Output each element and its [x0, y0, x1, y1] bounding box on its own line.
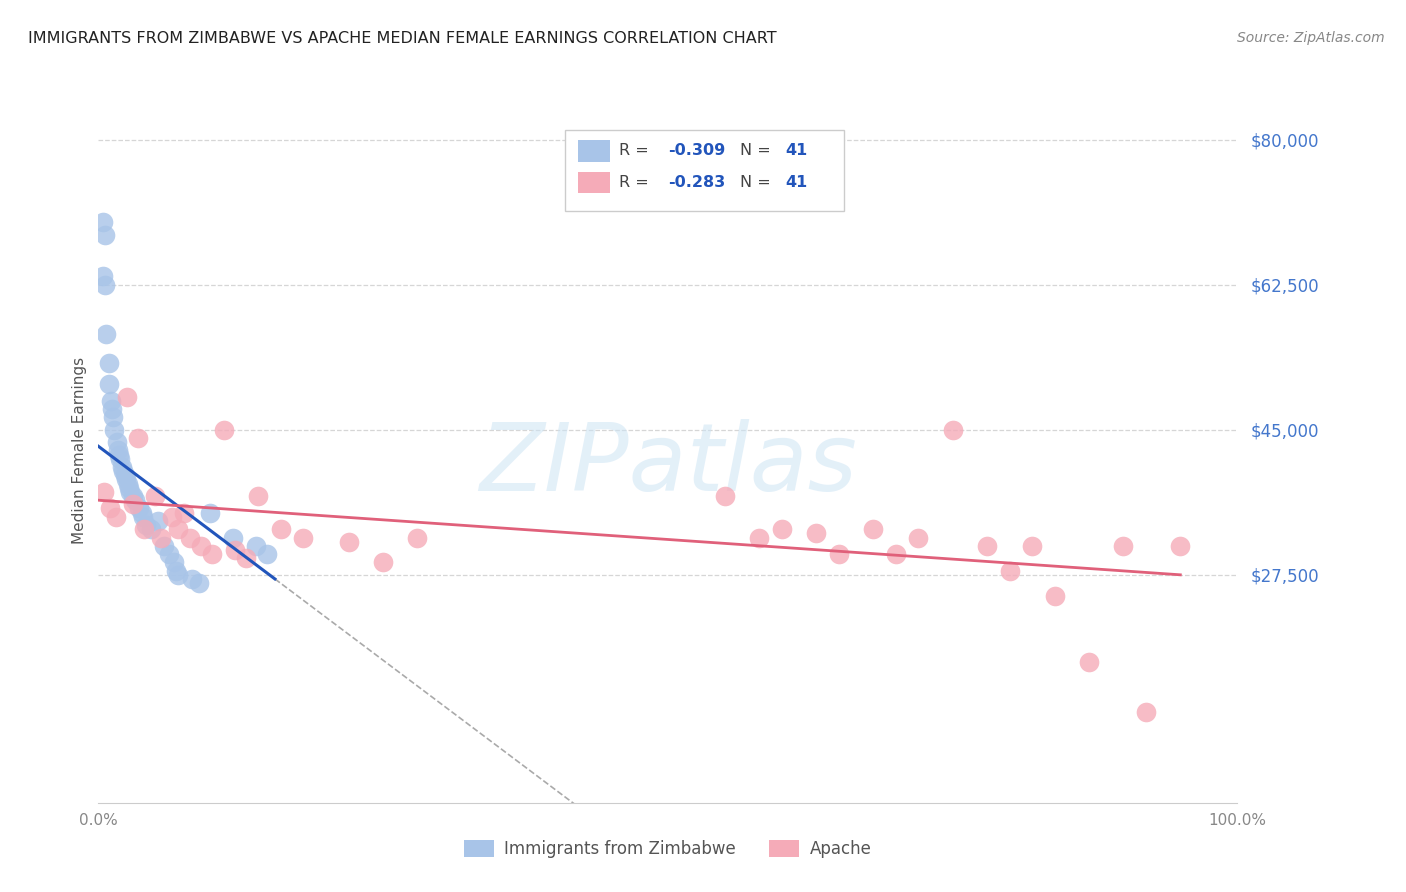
Point: [124, 493, 146, 508]
Point: [1078, 655, 1101, 669]
Bar: [578, 172, 610, 194]
Point: [998, 564, 1021, 578]
Point: [91, 215, 114, 229]
Text: R =: R =: [619, 144, 654, 159]
Point: [111, 460, 134, 475]
Point: [337, 534, 360, 549]
Point: [1021, 539, 1043, 553]
Point: [162, 555, 184, 569]
Point: [107, 443, 129, 458]
Text: N =: N =: [740, 144, 776, 159]
Point: [105, 435, 128, 450]
Point: [198, 506, 221, 520]
Point: [150, 531, 173, 545]
Point: [222, 531, 245, 545]
Point: [94, 277, 117, 292]
Point: [167, 567, 190, 582]
Text: N =: N =: [740, 175, 776, 190]
Point: [139, 522, 162, 536]
Point: [245, 539, 267, 553]
Point: [97, 377, 120, 392]
Point: [146, 514, 169, 528]
Text: R =: R =: [619, 175, 654, 190]
Point: [180, 572, 202, 586]
Point: [97, 356, 120, 370]
Point: [884, 547, 907, 561]
Point: [167, 522, 190, 536]
Text: -0.309: -0.309: [668, 144, 725, 159]
Point: [1135, 705, 1157, 719]
Point: [128, 501, 150, 516]
Point: [1170, 539, 1192, 553]
Point: [212, 423, 235, 437]
Point: [179, 531, 201, 545]
Point: [101, 402, 124, 417]
Point: [292, 531, 315, 545]
Point: [135, 518, 157, 533]
Y-axis label: Median Female Earnings: Median Female Earnings: [72, 357, 87, 544]
Point: [103, 423, 125, 437]
Point: [157, 547, 180, 561]
Text: IMMIGRANTS FROM ZIMBABWE VS APACHE MEDIAN FEMALE EARNINGS CORRELATION CHART: IMMIGRANTS FROM ZIMBABWE VS APACHE MEDIA…: [28, 31, 776, 46]
Point: [406, 531, 429, 545]
Point: [93, 484, 115, 499]
Point: [256, 547, 278, 561]
Point: [371, 555, 394, 569]
Point: [1112, 539, 1135, 553]
Point: [103, 410, 125, 425]
Point: [94, 227, 117, 242]
Text: 41: 41: [785, 175, 807, 190]
Point: [770, 522, 793, 536]
Point: [104, 509, 127, 524]
Point: [201, 547, 224, 561]
Point: [828, 547, 851, 561]
Point: [153, 539, 176, 553]
Point: [132, 509, 155, 524]
Point: [114, 468, 136, 483]
Point: [748, 531, 770, 545]
Point: [187, 576, 209, 591]
Point: [173, 506, 195, 520]
Point: [862, 522, 884, 536]
Text: 41: 41: [785, 144, 807, 159]
Point: [145, 489, 167, 503]
Point: [132, 522, 155, 536]
Point: [235, 551, 257, 566]
Point: [121, 489, 143, 503]
Point: [942, 423, 965, 437]
Point: [96, 327, 118, 342]
Text: Source: ZipAtlas.com: Source: ZipAtlas.com: [1237, 31, 1385, 45]
Point: [117, 476, 139, 491]
Point: [131, 506, 153, 520]
Legend: Immigrants from Zimbabwe, Apache: Immigrants from Zimbabwe, Apache: [458, 833, 877, 865]
Point: [100, 393, 122, 408]
Point: [112, 464, 135, 478]
FancyBboxPatch shape: [565, 130, 845, 211]
Point: [224, 543, 246, 558]
Point: [907, 531, 929, 545]
Point: [108, 448, 131, 462]
Point: [91, 269, 114, 284]
Point: [127, 431, 149, 445]
Point: [976, 539, 998, 553]
Text: ZIPatlas: ZIPatlas: [479, 419, 856, 510]
Point: [98, 501, 121, 516]
Point: [121, 497, 143, 511]
Text: -0.283: -0.283: [668, 175, 725, 190]
Point: [714, 489, 737, 503]
Point: [120, 484, 142, 499]
Point: [1043, 589, 1066, 603]
Point: [118, 481, 141, 495]
Point: [162, 509, 184, 524]
Bar: [578, 140, 610, 161]
Point: [165, 564, 187, 578]
Point: [115, 390, 138, 404]
Point: [246, 489, 269, 503]
Point: [108, 451, 131, 466]
Point: [114, 473, 136, 487]
Point: [190, 539, 212, 553]
Point: [270, 522, 292, 536]
Point: [804, 526, 827, 541]
